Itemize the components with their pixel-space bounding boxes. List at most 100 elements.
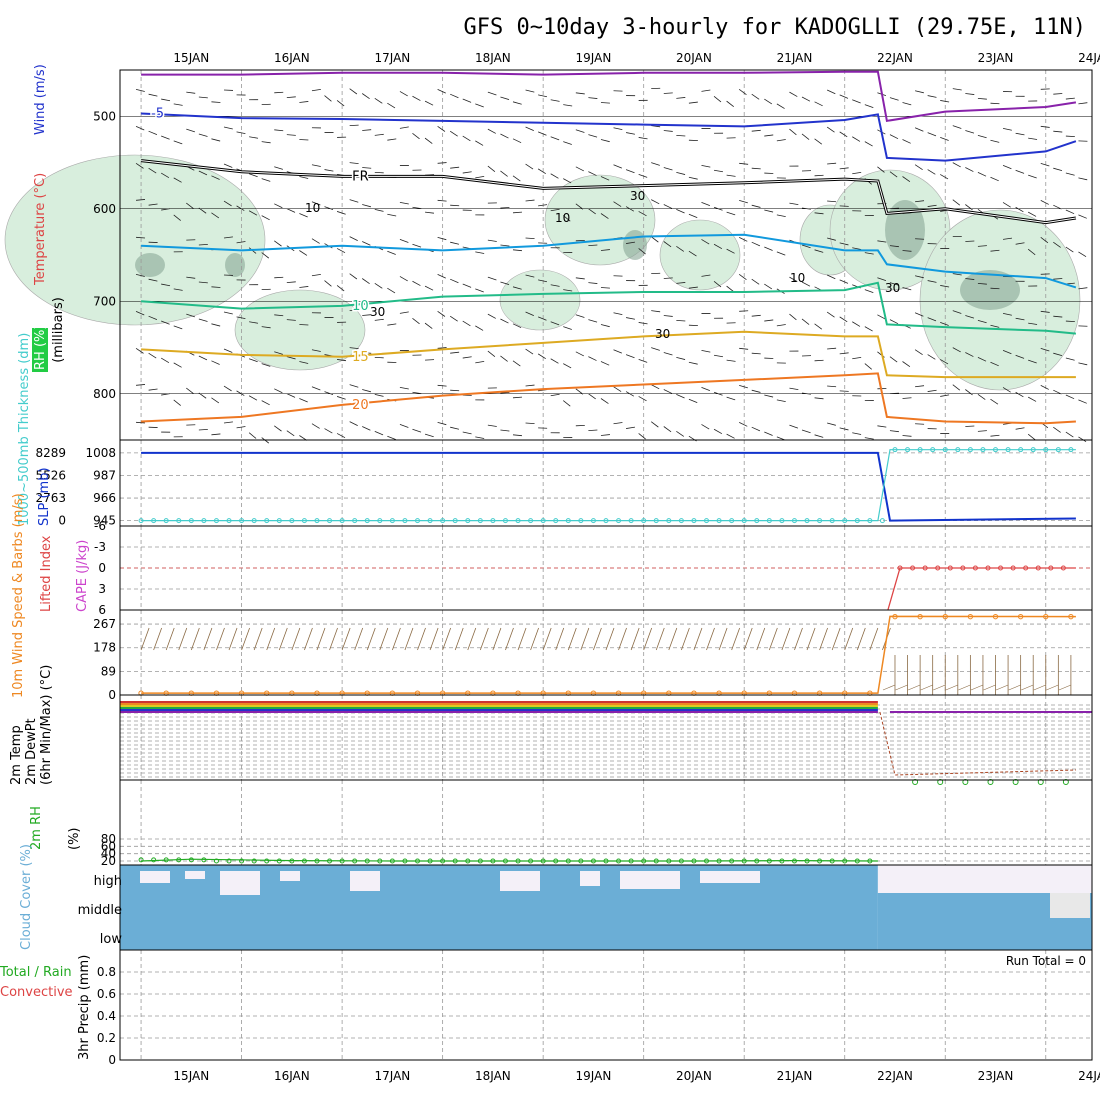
wind-barb: [1040, 310, 1050, 313]
wind-barb: [387, 323, 397, 326]
wind-barb: [362, 241, 371, 246]
li-marker: [947, 565, 953, 571]
wind-barb: [487, 276, 497, 281]
bottom-day-label: 24JAN: [1078, 1069, 1100, 1083]
wind-barb: [286, 356, 296, 360]
thickness-marker: [327, 518, 333, 524]
wind-barb: [952, 88, 962, 91]
thickness-tick-label: 5526: [35, 468, 66, 482]
wind-barb: [927, 204, 937, 207]
wind-barb: [1027, 433, 1036, 441]
contour-label: 10: [352, 299, 369, 314]
thickness-marker: [553, 518, 559, 524]
wind-barb: [412, 428, 422, 433]
wind-barb: [223, 200, 232, 207]
wind-barb: [990, 434, 1000, 437]
wind-barb: [349, 162, 359, 165]
rh2m-marker: [716, 858, 722, 864]
wind-barb: [801, 318, 810, 325]
wind-barb: [575, 203, 584, 210]
wind-barb: [613, 422, 623, 425]
thickness-marker: [754, 518, 760, 524]
millibars-text: (millibars): [51, 297, 66, 363]
wind-barb: [525, 126, 534, 132]
wind-barb: [864, 141, 873, 147]
wind-barb: [1053, 130, 1063, 133]
wind-barb: [387, 138, 397, 141]
wind-barb: [990, 139, 1000, 143]
precip-tick-label: 0: [108, 1053, 116, 1067]
wind-barb: [450, 389, 460, 392]
wind-barb: [223, 311, 233, 315]
wind-barb: [362, 204, 372, 208]
wind-barb: [776, 214, 786, 218]
wind-barb: [638, 322, 648, 325]
wind-barb-10m: [216, 627, 225, 651]
rh2m-marker: [339, 858, 345, 864]
minmax-label: (6hr Min/Max) (°C): [39, 665, 54, 785]
wind-barb: [877, 166, 885, 173]
wind-barb: [688, 213, 698, 219]
thickness-marker: [163, 518, 169, 524]
top-day-label: 16JAN: [274, 51, 310, 65]
panel-frame: [119, 949, 1093, 1061]
contour-minus5: [141, 112, 1077, 162]
wind-barb: [512, 211, 523, 214]
thickness-marker: [892, 447, 898, 453]
rh-shading-dark: [885, 200, 925, 260]
wind-barb: [135, 163, 144, 169]
wind-barb: [914, 164, 923, 171]
cloud-gap: [620, 871, 680, 889]
wind-barb-10m: [429, 627, 439, 651]
rh-shading: [499, 269, 581, 331]
wind-barb: [1053, 315, 1063, 318]
wind-barb: [751, 352, 761, 355]
wind-barb: [512, 101, 522, 105]
wind-barb: [336, 211, 346, 215]
wind-barb: [827, 422, 836, 426]
wind-barb: [512, 360, 521, 367]
lifted-index-line: [887, 567, 1076, 611]
cloud-gap: [500, 871, 540, 891]
wind-barb: [449, 315, 458, 322]
wind-barb: [261, 141, 271, 144]
wind-barb: [1053, 278, 1063, 280]
wind-barb-flag: [882, 684, 896, 691]
wind-barb: [425, 359, 435, 361]
rh-label: RH (%): [33, 325, 48, 370]
wind-barb: [525, 311, 534, 317]
wind-barb: [236, 131, 246, 135]
wind-barb: [274, 425, 282, 432]
wind-barb: [651, 162, 660, 166]
wind-barb: [450, 204, 460, 207]
wind-barb: [676, 431, 685, 437]
wind-barb-10m: [278, 627, 288, 651]
thickness-marker: [226, 518, 232, 524]
wind-barb: [148, 278, 158, 282]
wind-barb: [525, 237, 535, 240]
wind10m-marker: [992, 613, 999, 620]
wind-barb-10m: [768, 627, 778, 651]
wind-barb: [663, 352, 673, 356]
wind-barb: [424, 100, 434, 106]
thickness-marker: [389, 518, 395, 524]
wind-barb: [274, 129, 284, 132]
wind-barb: [701, 274, 711, 277]
rh2m-marker: [628, 858, 634, 864]
wind-barb: [676, 356, 686, 360]
wind-barb: [274, 91, 284, 94]
wind-barb: [361, 93, 370, 99]
wind-barb: [676, 282, 686, 284]
thickness-marker: [930, 447, 936, 453]
rh-label-bg: [32, 328, 48, 372]
wind-barb: [198, 428, 208, 431]
wind-barb: [739, 421, 748, 427]
rh2m-marker: [565, 858, 571, 864]
wind-barb: [676, 171, 686, 175]
cloud-level-low: low: [100, 932, 123, 947]
wind-barb: [1015, 317, 1025, 321]
wind-barb: [487, 91, 497, 96]
wind-barb: [600, 102, 610, 104]
wind-barb-10m: [241, 627, 250, 651]
